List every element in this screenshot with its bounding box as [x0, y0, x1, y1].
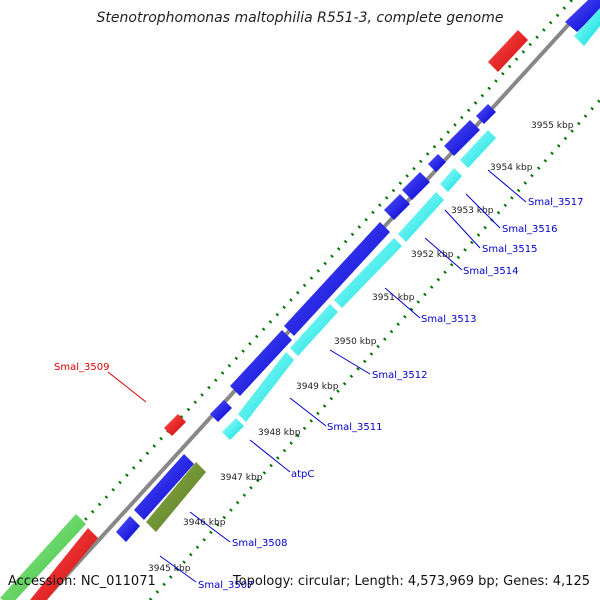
kbp-label-3955: 3955 kbp: [531, 121, 574, 131]
gene-cyan-3512: [290, 304, 338, 356]
kbp-label-3952: 3952 kbp: [411, 250, 454, 260]
inner-dotted-track: [148, 98, 600, 600]
gene-cyan-3516: [460, 130, 496, 168]
gene-leader-lines: [159, 169, 527, 583]
genome-stats-text: Topology: circular; Length: 4,573,969 bp…: [232, 574, 590, 589]
gene-blue-3508: [134, 454, 194, 520]
gene-label-smal-3508[interactable]: Smal_3508: [232, 538, 287, 549]
highlight-leader-line: [107, 371, 147, 403]
reverse-strand-genes: [222, 8, 600, 440]
gene-blue-3512: [284, 222, 390, 336]
kbp-label-3948: 3948 kbp: [258, 428, 301, 438]
gene-label-smal-3507[interactable]: Smal_3507: [198, 580, 253, 591]
gene-cyan-3513: [334, 238, 402, 308]
gene-cyan-top-right: [574, 8, 600, 46]
kbp-label-3949: 3949 kbp: [296, 382, 339, 392]
gene-cyan-atpc: [222, 418, 244, 440]
gene-blue-3514: [402, 172, 430, 200]
gene-labels: Smal_3507 Smal_3508 atpC Smal_3511 Smal_…: [198, 197, 583, 591]
gene-blue-3507: [116, 516, 140, 542]
gene-blue-3515: [428, 154, 446, 172]
gene-blue-3511: [230, 330, 292, 396]
feature-green-bottom-left: [0, 514, 86, 600]
gene-label-smal-3514[interactable]: Smal_3514: [463, 266, 518, 277]
gene-blue-top-right: [565, 0, 600, 32]
kbp-label-3953: 3953 kbp: [451, 206, 494, 216]
kbp-label-3950: 3950 kbp: [334, 337, 377, 347]
gene-label-atpc[interactable]: atpC: [291, 469, 314, 480]
gene-label-smal-3515[interactable]: Smal_3515: [482, 244, 537, 255]
gene-blue-atpc: [210, 400, 232, 422]
kbp-label-3954: 3954 kbp: [490, 163, 533, 173]
feature-red-top: [488, 30, 528, 72]
gene-blue-3517: [476, 104, 496, 124]
outer-dotted-track: [8, 0, 574, 600]
gene-label-smal-3517[interactable]: Smal_3517: [528, 197, 583, 208]
gene-cyan-3515: [440, 168, 462, 192]
kbp-tick-labels: 3945 kbp 3946 kbp 3947 kbp 3948 kbp 3949…: [148, 121, 574, 574]
kbp-label-3945: 3945 kbp: [148, 564, 191, 574]
feature-olive: [146, 462, 206, 532]
forward-strand-genes: [116, 0, 600, 542]
kbp-label-3947: 3947 kbp: [220, 473, 263, 483]
gene-label-smal-3512[interactable]: Smal_3512: [372, 370, 427, 381]
accession-text: Accession: NC_011071: [8, 574, 156, 589]
gene-label-smal-3513[interactable]: Smal_3513: [421, 314, 476, 325]
gene-blue-3513: [384, 194, 410, 220]
gene-label-smal-3509[interactable]: Smal_3509: [54, 362, 109, 373]
gene-cyan-3511: [238, 352, 294, 422]
gene-label-smal-3516[interactable]: Smal_3516: [502, 224, 557, 235]
map-title: Stenotrophomonas maltophilia R551-3, com…: [96, 10, 504, 26]
kbp-label-3951: 3951 kbp: [372, 293, 415, 303]
feature-smal-3509: [164, 414, 186, 436]
feature-red-bottom-left: [30, 528, 98, 600]
gene-cyan-3514: [398, 192, 444, 242]
gene-label-smal-3511[interactable]: Smal_3511: [327, 422, 382, 433]
gene-blue-3516: [444, 120, 480, 156]
